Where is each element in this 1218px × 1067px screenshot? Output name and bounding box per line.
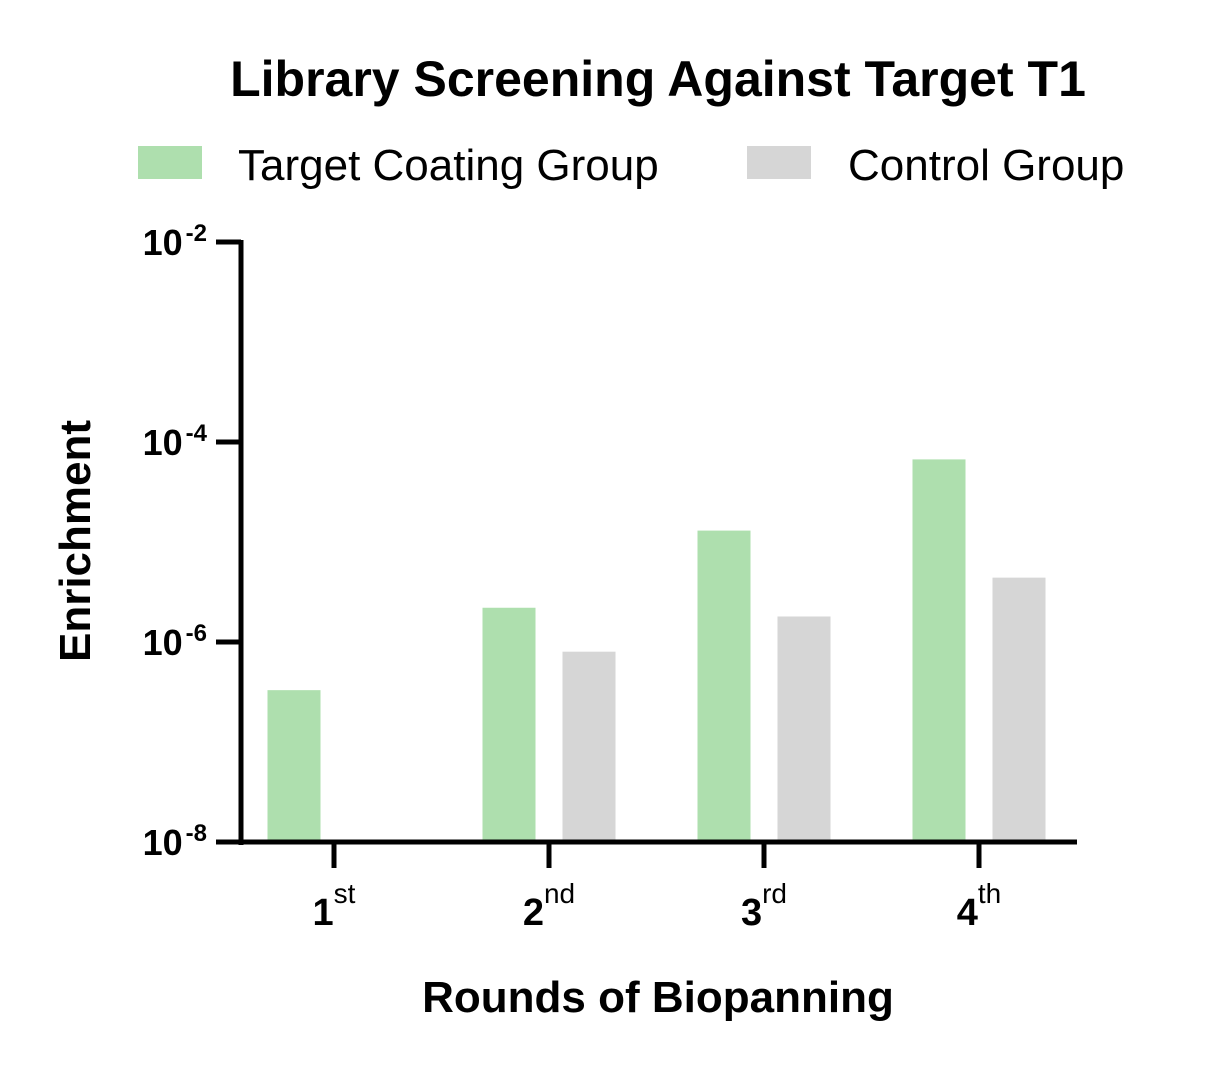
y-tick-label: 10 -8 — [143, 820, 207, 863]
x-axis-label: Rounds of Biopanning — [422, 973, 894, 1022]
y-ticks: 10-8 10-6 10-4 10-2 — [143, 220, 241, 863]
x-tick-label-1st: 1st — [313, 878, 356, 934]
bar-control-2nd — [562, 651, 616, 842]
chart-title: Library Screening Against Target T1 — [230, 51, 1086, 107]
y-tick-label: 10 -2 — [143, 220, 207, 263]
bar-target-coating-4th — [912, 459, 966, 842]
x-ticks: 1st 2nd 3rd 4th — [313, 842, 1002, 934]
y-tick-label: 10 -6 — [143, 620, 207, 663]
y-axis-label: Enrichment — [51, 420, 100, 662]
x-tick-label-3rd: 3rd — [741, 878, 787, 934]
x-tick-label-2nd: 2nd — [523, 878, 575, 934]
legend-swatch-target-coating — [138, 146, 202, 179]
axes — [216, 240, 1077, 845]
legend-swatch-control — [747, 146, 811, 179]
bar-target-coating-3rd — [697, 530, 751, 842]
legend-label-target-coating: Target Coating Group — [238, 141, 659, 190]
legend: Target Coating Group Control Group — [138, 141, 1124, 190]
bar-control-3rd — [777, 616, 831, 842]
x-tick-label-4th: 4th — [957, 878, 1002, 934]
bars — [267, 459, 1046, 842]
bar-control-4th — [992, 577, 1046, 842]
bar-target-coating-2nd — [482, 607, 536, 842]
legend-label-control: Control Group — [848, 141, 1124, 190]
y-tick-label: 10 -4 — [143, 420, 208, 463]
bar-target-coating-1st — [267, 690, 321, 842]
